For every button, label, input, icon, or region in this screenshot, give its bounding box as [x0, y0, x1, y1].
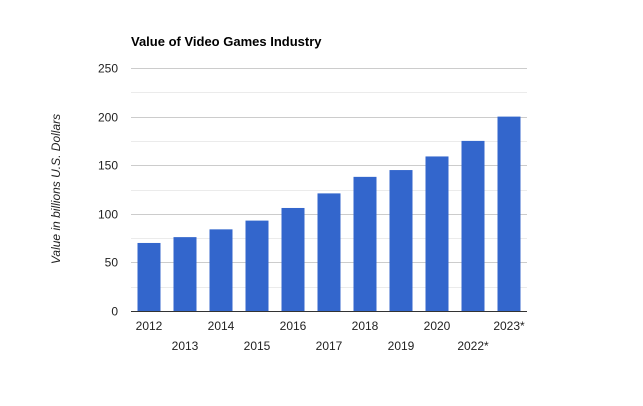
- x-tick-label: 2019: [388, 339, 415, 353]
- x-tick-label: 2014: [208, 319, 235, 333]
- y-tick-label: 250: [98, 62, 118, 76]
- bar: [137, 242, 161, 311]
- bar: [425, 156, 449, 311]
- bar: [245, 220, 269, 311]
- y-tick-label: 50: [105, 256, 119, 270]
- x-tick-label: 2012: [136, 319, 163, 333]
- x-tick-label: 2023*: [493, 319, 525, 333]
- x-tick-label: 2018: [352, 319, 379, 333]
- bar: [173, 237, 197, 311]
- bar: [461, 140, 485, 311]
- x-tick-label: 2016: [280, 319, 307, 333]
- x-tick-label: 2022*: [457, 339, 489, 353]
- bar: [497, 116, 521, 311]
- bar: [317, 193, 341, 311]
- y-tick-label: 150: [98, 159, 118, 173]
- y-axis-title: Value in billions U.S. Dollars: [49, 114, 63, 264]
- x-tick-label: 2020: [424, 319, 451, 333]
- bar: [389, 170, 413, 311]
- chart-title: Value of Video Games Industry: [131, 34, 322, 49]
- bar: [353, 176, 377, 311]
- bar-series: [137, 116, 521, 311]
- y-tick-labels: 0 50 100 150 200 250: [98, 62, 118, 319]
- y-tick-label: 100: [98, 208, 118, 222]
- bar: [281, 207, 305, 311]
- bar: [209, 229, 233, 311]
- y-tick-label: 0: [111, 305, 118, 319]
- x-tick-label: 2015: [244, 339, 271, 353]
- x-tick-label: 2017: [316, 339, 343, 353]
- x-tick-label: 2013: [172, 339, 199, 353]
- x-tick-labels: 2012 2013 2014 2015 2016 2017 2018 2019 2020 2022…: [136, 319, 525, 353]
- y-tick-label: 200: [98, 111, 118, 125]
